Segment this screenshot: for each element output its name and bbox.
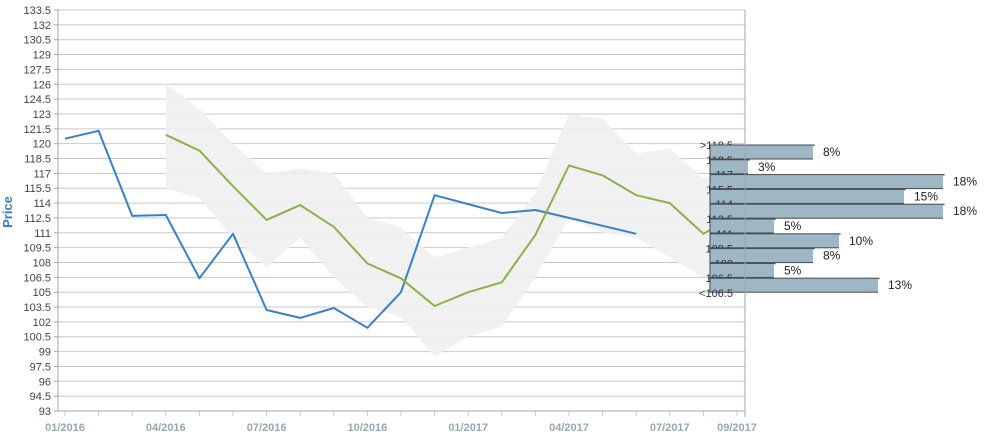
- x-tick-label: 07/2017: [650, 422, 690, 434]
- y-tick-label: 129: [33, 50, 51, 62]
- distribution-pct-label: 15%: [914, 189, 938, 203]
- y-tick-label: 94.5: [30, 391, 51, 403]
- y-tick-label: 121.5: [23, 124, 51, 136]
- y-tick-label: 123: [33, 109, 51, 121]
- y-tick-label: 133.5: [23, 5, 51, 17]
- series-lines: [64, 129, 738, 329]
- distribution-histogram: >118.58%118.53%11718%115.515%11418%112.5…: [699, 140, 977, 300]
- y-tick-label: 106.5: [23, 272, 51, 284]
- distribution-bar: [709, 277, 880, 293]
- y-tick-label: 120: [33, 139, 51, 151]
- distribution-pct-bg: [904, 190, 938, 205]
- axes: [57, 10, 746, 417]
- y-tick-label: 100.5: [23, 332, 51, 344]
- y-tick-label: 118.5: [24, 154, 51, 166]
- series-line-1: [64, 129, 637, 329]
- x-tick-label: 07/2016: [247, 422, 287, 434]
- distribution-pct-label: 13%: [888, 278, 912, 292]
- y-tick-label: 109.5: [23, 243, 51, 255]
- distribution-pct-bg: [774, 220, 808, 234]
- x-axis-ticks: 01/2016 04/2016 07/2016 10/2016 01/2017 04/20…: [45, 411, 757, 434]
- x-tick-label: 04/2016: [146, 422, 186, 434]
- distribution-pct-label: 5%: [784, 263, 802, 277]
- forecast-band-area: [165, 84, 738, 357]
- distribution-bin-label: <106.5: [699, 288, 733, 300]
- y-tick-label: 96: [39, 376, 51, 388]
- y-tick-label: 124.5: [23, 94, 51, 106]
- y-tick-label: 117: [33, 168, 51, 180]
- distribution-pct-bg: [813, 146, 847, 160]
- x-tick-label: 09/2017: [717, 422, 757, 434]
- distribution-pct-label: 10%: [849, 234, 873, 248]
- y-tick-label: 93: [39, 406, 51, 418]
- x-tick-label: 01/2017: [448, 422, 488, 434]
- x-tick-label: 01/2016: [45, 422, 85, 434]
- x-tick-label: 10/2016: [348, 422, 388, 434]
- distribution-pct-label: 18%: [953, 204, 977, 218]
- y-tick-label: 108: [33, 257, 51, 269]
- y-tick-label: 126: [33, 79, 51, 91]
- y-tick-label: 111: [34, 228, 51, 240]
- y-tick-label: 99: [39, 347, 51, 359]
- distribution-pct-label: 8%: [823, 249, 841, 263]
- distribution-pct-bg: [839, 234, 873, 249]
- y-tick-label: 114: [33, 198, 51, 210]
- y-tick-label: 127.5: [23, 64, 51, 76]
- y-tick-label: 105: [33, 287, 51, 299]
- series-line-2: [165, 133, 738, 307]
- distribution-pct-label: 3%: [758, 160, 776, 174]
- distribution-pct-bg: [774, 264, 808, 279]
- y-tick-label: 97.5: [30, 361, 51, 373]
- x-tick-label: 04/2017: [549, 422, 589, 434]
- distribution-pct-bg: [943, 175, 977, 190]
- distribution-pct-bg: [748, 160, 782, 175]
- distribution-pct-bg: [813, 249, 847, 264]
- forecast-band: [165, 84, 738, 357]
- distribution-pct-label: 8%: [823, 145, 841, 159]
- y-tick-label: 132: [33, 20, 51, 32]
- y-tick-label: 112.5: [24, 213, 51, 225]
- distribution-pct-label: 5%: [784, 219, 802, 233]
- y-axis-title: Price: [0, 196, 15, 228]
- y-tick-label: 130.5: [23, 35, 51, 47]
- y-tick-label: 102: [33, 317, 51, 329]
- distribution-bar: [709, 188, 906, 204]
- y-axis-ticks: 133.5 132 130.5 129 127.5 126 124.5 123 121.5 120…: [23, 5, 58, 418]
- distribution-pct-bg: [878, 279, 912, 294]
- y-tick-label: 115.5: [24, 183, 51, 195]
- y-tick-label: 103.5: [23, 302, 51, 314]
- distribution-pct-label: 18%: [953, 175, 977, 189]
- distribution-pct-bg: [943, 205, 977, 220]
